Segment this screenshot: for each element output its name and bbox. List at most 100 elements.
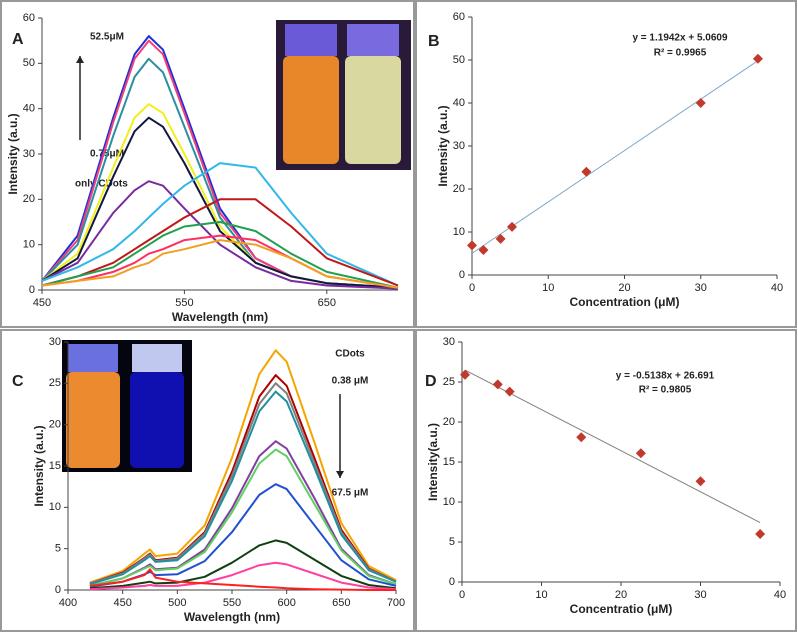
x-tick-label: 500: [168, 597, 186, 609]
spectrum-line: [41, 239, 399, 289]
panel-frame: [415, 329, 797, 632]
y-tick-label: 15: [49, 460, 61, 472]
x-tick-label: 10: [535, 589, 547, 601]
x-tick-label: 650: [332, 597, 350, 609]
x-tick-label: 550: [223, 597, 241, 609]
y-tick-label: 50: [23, 57, 35, 69]
spectrum-line: [41, 221, 399, 289]
x-tick-label: 20: [618, 282, 630, 294]
spectrum-line: [89, 561, 397, 591]
y-axis-label: Intensity (a.u.): [436, 105, 450, 186]
x-axis-label: Wavelength (nm): [172, 310, 268, 324]
spectrum-line: [41, 198, 399, 287]
arrow-head: [336, 471, 344, 478]
y-tick-label: 50: [453, 54, 465, 66]
data-point: [752, 53, 763, 64]
spectrum-line: [41, 116, 399, 289]
spectrum-line: [89, 539, 397, 590]
y-tick-label: 20: [453, 183, 465, 195]
y-tick-label: 5: [449, 536, 455, 548]
annotation: 52.5μM: [90, 32, 124, 43]
trendline: [471, 60, 759, 254]
y-tick-label: 15: [443, 456, 455, 468]
annotation: 0.38 μM: [332, 376, 369, 387]
x-tick-label: 400: [59, 597, 77, 609]
x-tick-label: 600: [277, 597, 295, 609]
spectrum-line: [41, 162, 399, 287]
x-tick-label: 30: [694, 589, 706, 601]
y-tick-label: 10: [49, 501, 61, 513]
data-point: [460, 369, 471, 380]
y-tick-label: 10: [453, 226, 465, 238]
y-axis-label: Intensity (a.u.): [6, 113, 20, 194]
y-tick-label: 20: [23, 193, 35, 205]
data-point: [507, 221, 518, 232]
y-tick-label: 30: [23, 148, 35, 160]
y-tick-label: 60: [23, 12, 35, 24]
y-axis-label: Intensity (a.u.): [32, 425, 46, 506]
x-tick-label: 0: [469, 282, 475, 294]
x-axis-label: Wavelength (nm): [184, 610, 280, 624]
data-point: [695, 98, 706, 108]
y-tick-label: 25: [443, 376, 455, 388]
x-axis-label: Concentratio (μM): [570, 602, 673, 616]
annotation: y = -0.5138x + 26.691: [616, 371, 715, 382]
y-tick-label: 0: [449, 576, 455, 588]
spectrum-line: [89, 568, 396, 591]
y-tick-label: 0: [55, 584, 61, 596]
spectrum-line: [89, 349, 397, 584]
spectrum-line: [89, 448, 397, 587]
x-tick-label: 30: [695, 282, 707, 294]
y-tick-label: 10: [23, 239, 35, 251]
x-tick-label: 10: [542, 282, 554, 294]
y-tick-label: 0: [29, 284, 35, 296]
annotation: CDots: [335, 349, 365, 360]
panel-label: A: [12, 31, 24, 48]
annotation: y = 1.1942x + 5.0609: [632, 33, 728, 44]
data-point: [478, 245, 489, 256]
data-point: [504, 386, 515, 397]
annotation: 67.5 μM: [332, 488, 369, 499]
vial-photo: [62, 340, 192, 472]
y-tick-label: 5: [55, 543, 61, 555]
data-point: [576, 432, 587, 443]
panel-frame: [0, 0, 415, 328]
x-tick-label: 650: [318, 297, 336, 309]
annotation: R² = 0.9805: [639, 385, 692, 396]
panel-label: B: [428, 33, 440, 50]
data-point: [581, 166, 592, 177]
x-tick-label: 40: [771, 282, 783, 294]
y-tick-label: 60: [453, 11, 465, 23]
y-tick-label: 30: [49, 336, 61, 348]
annotation: R² = 0.9965: [654, 48, 707, 59]
y-tick-label: 20: [49, 419, 61, 431]
annotation: only CDots: [75, 179, 128, 190]
x-tick-label: 40: [774, 589, 786, 601]
x-tick-label: 20: [615, 589, 627, 601]
y-tick-label: 30: [453, 140, 465, 152]
x-tick-label: 700: [387, 597, 405, 609]
spectrum-line: [41, 180, 399, 290]
data-point: [467, 240, 477, 251]
y-tick-label: 25: [49, 377, 61, 389]
y-tick-label: 40: [453, 97, 465, 109]
data-point: [492, 379, 503, 390]
y-tick-label: 0: [459, 269, 465, 281]
vial-photo: [276, 20, 411, 170]
x-tick-label: 550: [175, 297, 193, 309]
x-tick-label: 450: [33, 297, 51, 309]
data-point: [495, 233, 506, 244]
spectrum-line: [89, 382, 397, 585]
panel-label: D: [425, 373, 437, 390]
x-tick-label: 450: [113, 597, 131, 609]
y-tick-label: 20: [443, 416, 455, 428]
x-tick-label: 0: [459, 589, 465, 601]
y-tick-label: 30: [443, 336, 455, 348]
data-point: [755, 529, 766, 539]
panel-label: C: [12, 373, 24, 390]
spectrum-line: [89, 390, 397, 586]
arrow-head: [76, 56, 84, 63]
trendline: [464, 369, 761, 524]
y-tick-label: 40: [23, 103, 35, 115]
